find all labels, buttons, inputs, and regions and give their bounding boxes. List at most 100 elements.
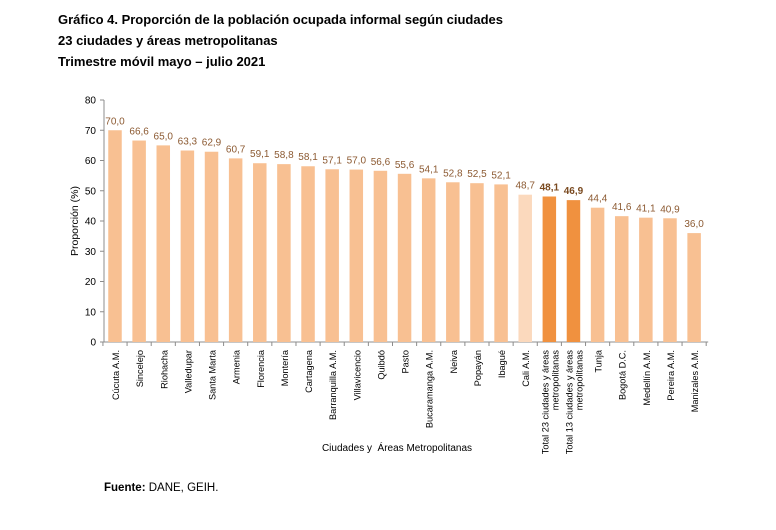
category-label: Quibdó: [376, 350, 386, 380]
category-label: Total 13 ciudades y áreasmetropolitanas: [564, 350, 584, 455]
bar: [253, 163, 267, 342]
category-label-line: Sincelejo: [135, 350, 145, 387]
bar: [542, 196, 557, 342]
chart-subtitle: 23 ciudades y áreas metropolitanas: [58, 33, 278, 48]
bar: [132, 140, 146, 342]
bar-value-label: 41,1: [636, 204, 656, 215]
bar: [639, 217, 653, 342]
bar: [204, 151, 219, 342]
bar-value-label: 62,9: [202, 138, 222, 149]
bar: [566, 200, 581, 342]
category-label-line: Tunja: [594, 349, 604, 373]
category-label: Riohacha: [159, 349, 169, 389]
y-tick-label: 70: [85, 126, 97, 137]
bar-value-label: 41,6: [612, 202, 632, 213]
bar: [228, 158, 243, 342]
category-label-line: Riohacha: [159, 349, 169, 389]
y-tick-label: 80: [85, 96, 97, 107]
bar-value-label: 52,1: [491, 170, 511, 181]
y-tick-label: 50: [85, 186, 97, 197]
bar: [277, 164, 291, 342]
bar-value-label: 54,1: [419, 164, 439, 175]
bar: [687, 233, 701, 342]
category-label: Santa Marta: [208, 349, 218, 400]
category-label-line: metropolitanas: [574, 350, 584, 411]
source-note: Fuente: DANE, GEIH.: [104, 482, 218, 494]
y-tick-label: 40: [85, 217, 97, 228]
category-label: Manizales A.M.: [690, 350, 700, 412]
category-label: Pasto: [401, 350, 411, 374]
category-label-line: Bucaramanga A.M.: [425, 350, 435, 428]
bar-value-label: 57,0: [347, 156, 367, 167]
category-label: Sincelejo: [135, 350, 145, 387]
bar-value-label: 48,7: [515, 181, 535, 192]
y-tick-label: 0: [90, 338, 96, 349]
category-label-line: Valledupar: [183, 350, 193, 393]
bar: [180, 150, 195, 342]
chart-period: Trimestre móvil mayo – julio 2021: [58, 54, 266, 69]
bar-value-label: 36,0: [684, 219, 704, 230]
bar-value-label: 46,9: [564, 186, 584, 197]
bar: [470, 183, 484, 342]
category-label: Cúcuta A.M.: [111, 350, 121, 400]
category-label-line: Villavicencio: [352, 350, 362, 400]
bar-value-label: 44,4: [588, 194, 608, 205]
category-label: Villavicencio: [352, 350, 362, 400]
category-label-line: Montería: [280, 349, 290, 386]
bar-value-label: 70,0: [105, 116, 125, 127]
category-label-line: Cartagena: [304, 349, 314, 393]
category-label: Montería: [280, 349, 290, 386]
category-label-line: Pasto: [401, 350, 411, 374]
category-label-line: Neiva: [449, 349, 459, 373]
bar-value-label: 59,1: [250, 149, 270, 160]
category-label-line: Ibagué: [497, 350, 507, 378]
y-tick-label: 10: [85, 307, 97, 318]
y-tick-label: 30: [85, 247, 97, 258]
bar: [373, 170, 388, 342]
bar: [349, 169, 364, 342]
category-label: Tunja: [594, 349, 604, 373]
category-label-line: Total 13 ciudades y áreas: [564, 350, 574, 455]
category-label-line: Armenia: [232, 349, 242, 384]
bar: [325, 169, 339, 342]
source-label: Fuente:: [104, 482, 146, 494]
category-label: Valledupar: [183, 350, 193, 393]
category-label: Cali A.M.: [521, 350, 531, 387]
category-label: Bogotá D.C.: [618, 350, 628, 400]
category-label-line: Popayán: [473, 350, 483, 386]
y-axis-title: Proporción (%): [69, 186, 81, 256]
category-label: Florencia: [256, 349, 266, 388]
category-label-line: Bogotá D.C.: [618, 350, 628, 400]
category-label-line: metropolitanas: [550, 350, 560, 411]
bar-value-label: 65,0: [154, 131, 174, 142]
bar-value-label: 40,9: [660, 204, 680, 215]
category-label: Armenia: [232, 349, 242, 384]
bar-value-label: 52,8: [443, 168, 463, 179]
x-axis-title: Ciudades y Áreas Metropolitanas: [322, 441, 472, 454]
source-text: DANE, GEIH.: [148, 482, 219, 494]
category-label: Total 23 ciudades y áreasmetropolitanas: [540, 350, 560, 455]
bar-value-label: 55,6: [395, 160, 415, 171]
category-label-line: Total 23 ciudades y áreas: [540, 350, 550, 455]
category-label-line: Cali A.M.: [521, 350, 531, 387]
bar: [446, 182, 460, 342]
category-label: Neiva: [449, 349, 459, 373]
bar: [614, 216, 629, 342]
bar-chart: 0 10 20 30 40 50 60 70 80 70,0 Cúcuta A.M. 66,6 Sinc…: [69, 96, 709, 455]
bar: [590, 207, 605, 342]
bar: [156, 145, 171, 342]
category-label-line: Medellín A.M.: [642, 350, 652, 406]
bar-value-label: 63,3: [178, 137, 198, 148]
category-label: Cartagena: [304, 349, 314, 393]
category-label-line: Pereira A.M.: [666, 350, 676, 401]
bar: [494, 184, 508, 342]
chart-title: Gráfico 4. Proporción de la población oc…: [58, 12, 503, 27]
category-label-line: Manizales A.M.: [690, 350, 700, 412]
y-tick-label: 20: [85, 277, 97, 288]
chart-title-block: Gráfico 4. Proporción de la población oc…: [58, 9, 503, 72]
category-label: Bucaramanga A.M.: [425, 350, 435, 428]
category-label: Popayán: [473, 350, 483, 386]
bar-value-label: 56,6: [371, 157, 391, 168]
bar: [518, 194, 532, 342]
category-label: Pereira A.M.: [666, 350, 676, 401]
